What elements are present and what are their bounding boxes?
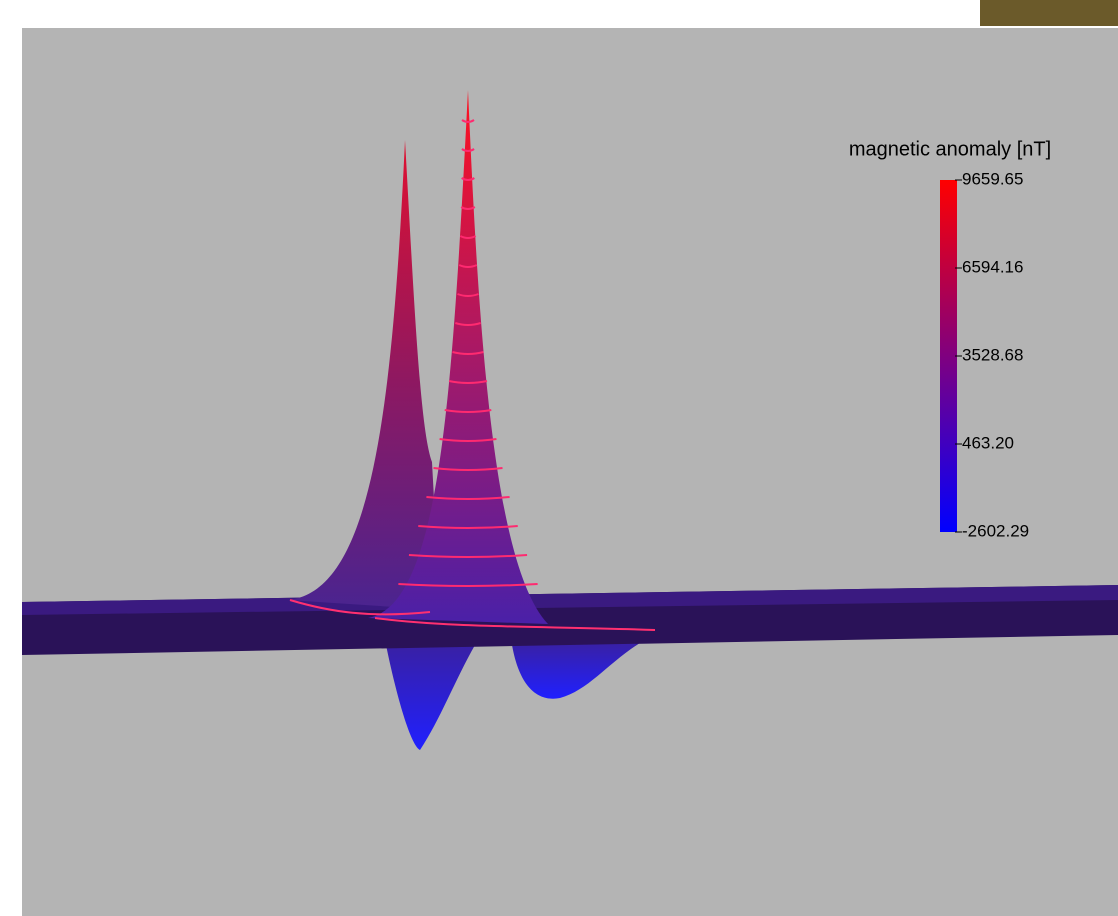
tick-label: 6594.16 — [962, 257, 1023, 276]
viewer: magnetic anomaly [nT] -2602.29 463.20 3528… — [0, 0, 1118, 916]
tick-label: 463.20 — [962, 433, 1014, 452]
tick-label: 9659.65 — [962, 169, 1023, 188]
colorbar-label: magnetic anomaly [nT] — [849, 138, 1051, 160]
corner-thumbnail — [980, 0, 1118, 26]
colorbar — [940, 180, 957, 532]
tick-label: -2602.29 — [962, 521, 1029, 540]
tick-label: 3528.68 — [962, 345, 1023, 364]
